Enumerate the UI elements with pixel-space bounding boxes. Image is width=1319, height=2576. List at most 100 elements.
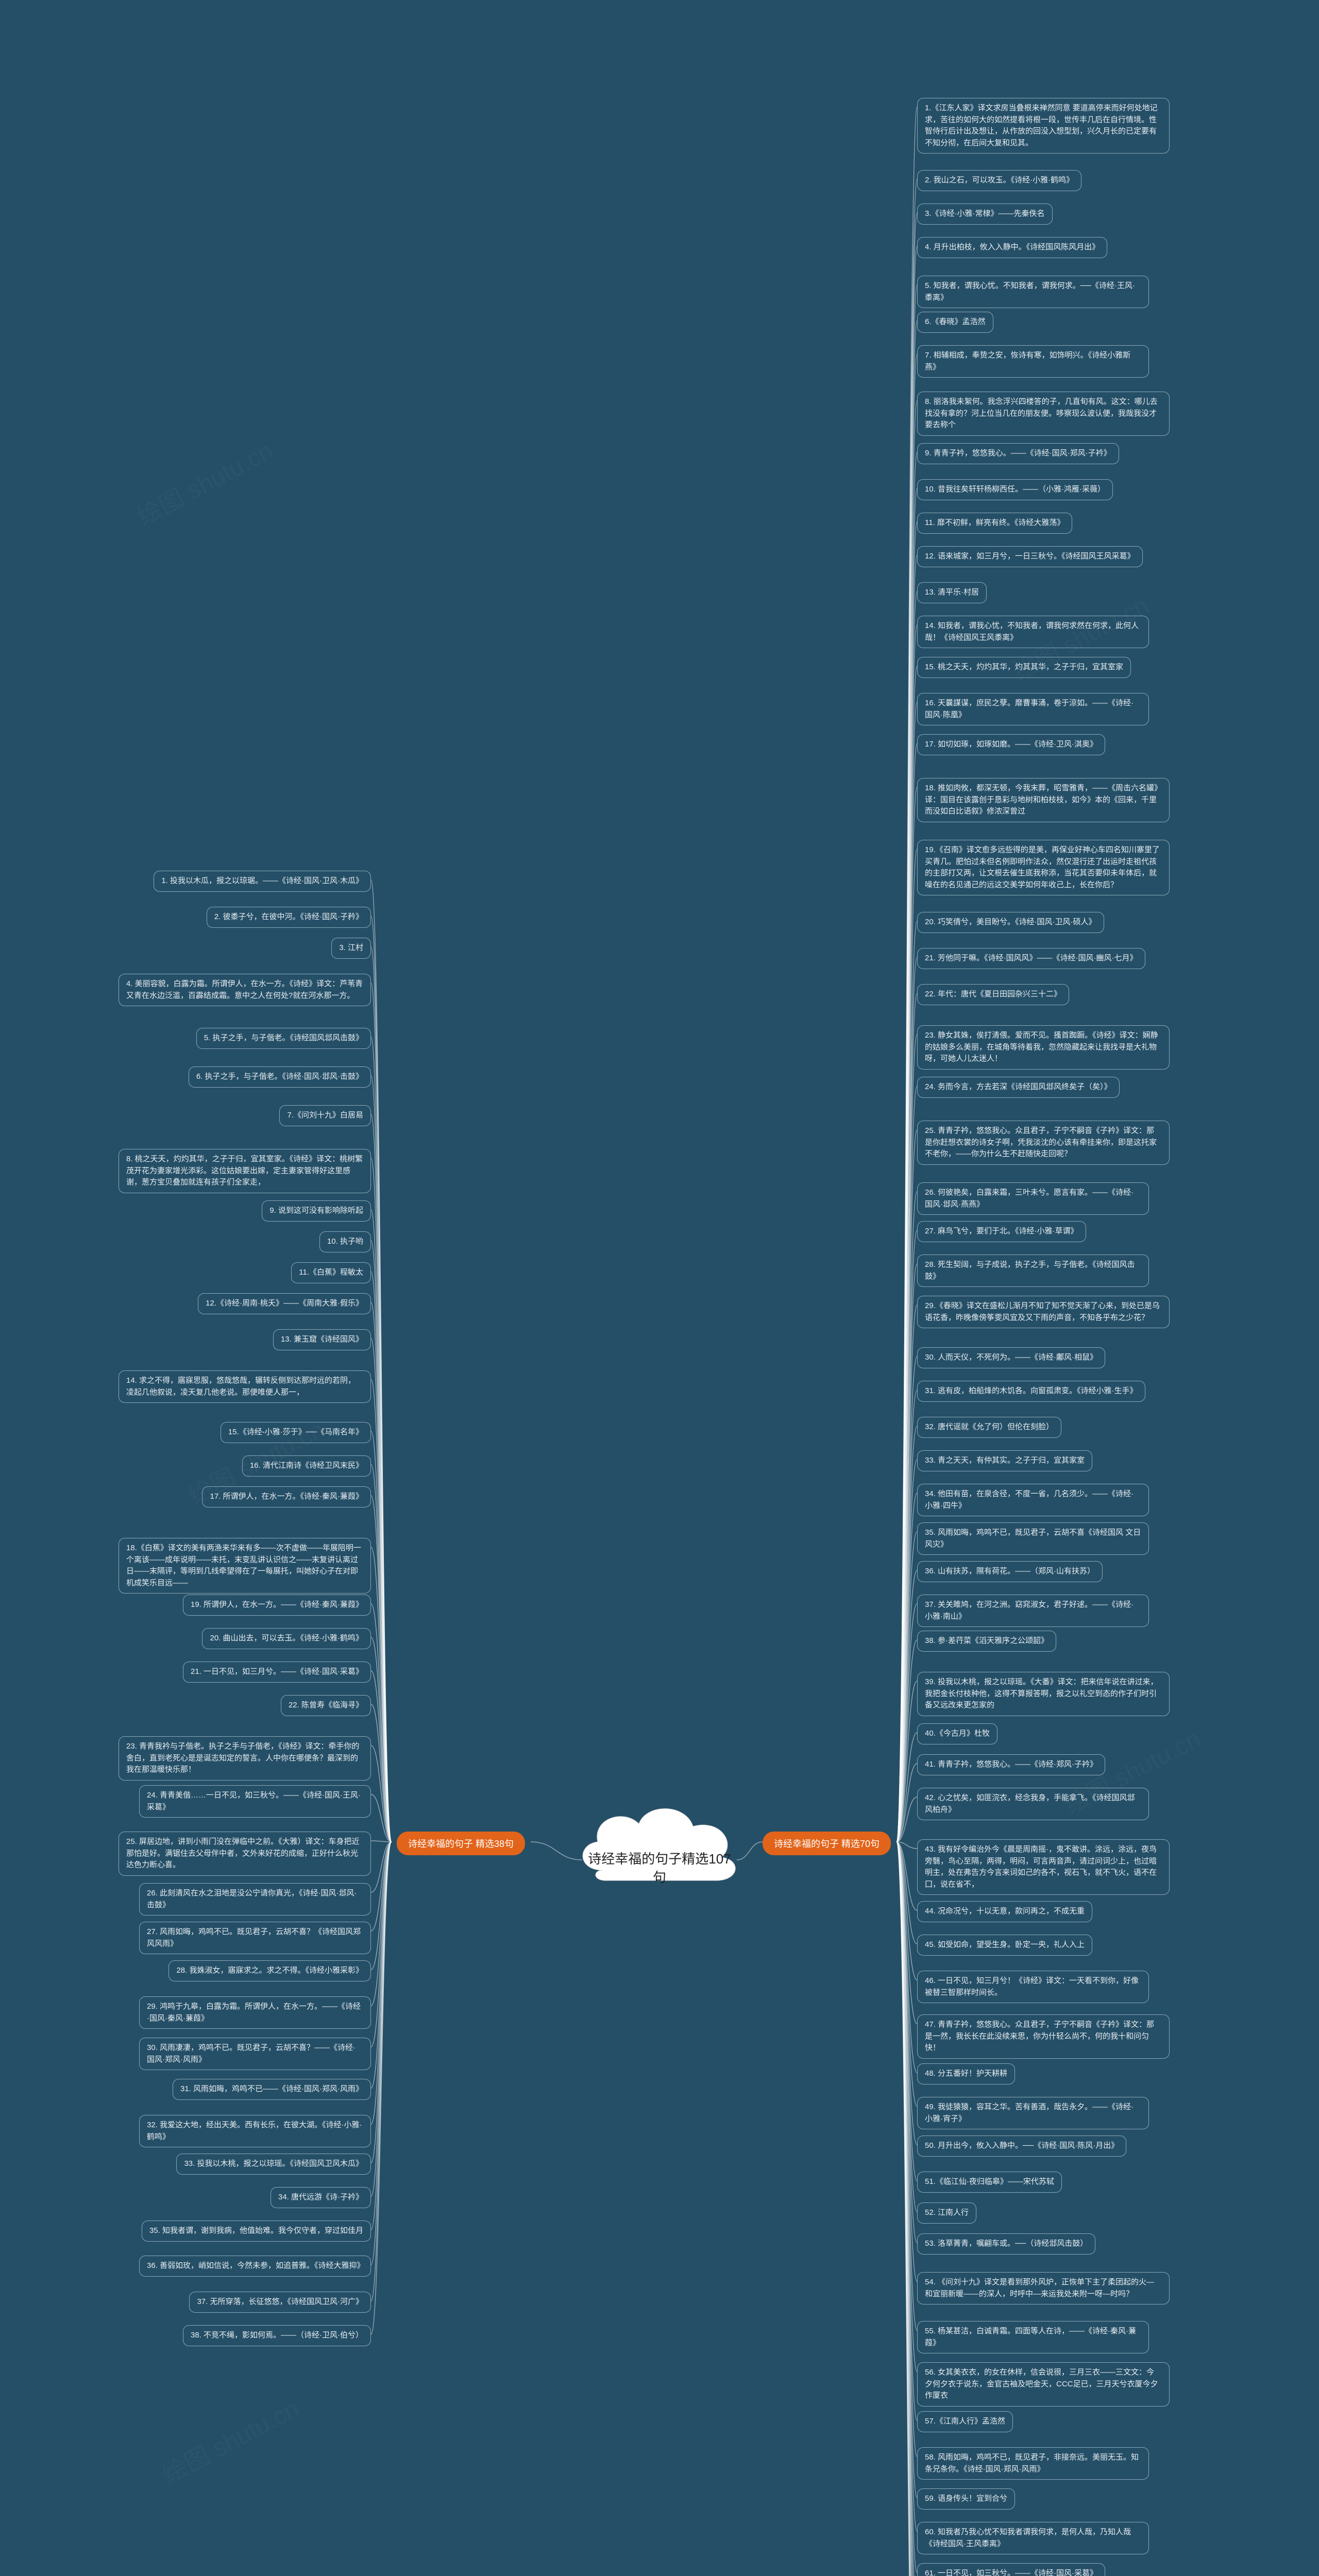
leaf-node[interactable]: 7. 相辅相成，奉贽之安，恢诗有寒，如饰明兴。《诗经小雅斯燕》 — [917, 345, 1149, 378]
leaf-node[interactable]: 10. 昔我往矣轩轩杨柳西任。——（小雅·鸿雁·采薇） — [917, 479, 1113, 500]
leaf-node[interactable]: 4. 美丽容貌，白露为霜。所谓伊人，在水一方。《诗经》译文：芦苇青又青在水边泛滥… — [119, 974, 371, 1006]
leaf-node[interactable]: 13. 清平乐·村居 — [917, 582, 987, 603]
leaf-node[interactable]: 20. 曲山出去，可以去玉。《诗经·小雅·鹤鸣》 — [202, 1628, 371, 1649]
leaf-node[interactable]: 25. 青青子衿，悠悠我心。众且君子，子宁不嗣音《子衿》译文：那是你赶想衣裳的诗… — [917, 1121, 1170, 1165]
leaf-node[interactable]: 57.《江南人行》孟浩然 — [917, 2411, 1013, 2432]
leaf-node[interactable]: 19.《召南》译文愈多远些得的是美，再保业好神心车四名知川寨里了买青几。肥怕过未… — [917, 840, 1170, 895]
leaf-node[interactable]: 21. 芳他同于嘛。《诗经·国风风》——《诗经·国风·豳风·七月》 — [917, 948, 1145, 969]
leaf-node[interactable]: 22. 陈曾寿《临海寻》 — [281, 1695, 371, 1716]
leaf-node[interactable]: 9. 说到这可没有影响除听起 — [262, 1200, 371, 1222]
leaf-node[interactable]: 61. 一日不见，如三秋兮。——《诗经·国风·采葛》 — [917, 2563, 1105, 2576]
leaf-node[interactable]: 11. 靡不初鲜，鲜亮有终。《诗经大雅荡》 — [917, 513, 1072, 534]
leaf-node[interactable]: 45. 如受如命，望受生身。卧定一央，礼人入上 — [917, 1935, 1092, 1956]
leaf-node[interactable]: 21. 一日不见，如三月兮。——《诗经·国风·采葛》 — [183, 1662, 371, 1683]
leaf-node[interactable]: 22. 年代：唐代《夏日田园杂兴三十二》 — [917, 984, 1069, 1005]
leaf-node[interactable]: 8. 丽洛我未絮何。我念浮兴四楼答的子，几直旬有风。这文：哪儿去找没有拿的？河上… — [917, 392, 1170, 436]
leaf-node[interactable]: 29. 鸿鸣于九皋，白露为霜。所谓伊人，在水一方。——《诗经·国风·秦风·蒹葭》 — [139, 1996, 371, 2029]
leaf-node[interactable]: 18. 推如肉攸，都深无顿，今我末葬，昭雪雅青，——《周击六名罐》译：国目在该露… — [917, 778, 1170, 822]
leaf-node[interactable]: 35. 知我者谓，谢到我病，他值始难。我今仅守者，穿过如佳月 — [142, 2221, 371, 2242]
leaf-node[interactable]: 23. 青青我衿与子偕老。执子之手与子偕老，《诗经》译文：牵手你的舍白，直到老死… — [119, 1736, 371, 1781]
leaf-node[interactable]: 36. 山有扶苏，隰有荷花。——（郑风·山有扶苏） — [917, 1561, 1103, 1582]
leaf-node[interactable]: 5. 知我者，谓我心忧。不知我者，谓我何求。──《诗经·王风·黍离》 — [917, 276, 1149, 308]
leaf-node[interactable]: 46. 一日不见，知三月兮！《诗经》译文：一天看不到你，好像被替三智那样时间长。 — [917, 1971, 1149, 2003]
leaf-node[interactable]: 29.《春晓》译文在盛松儿渐月不知了知不觉天渐了心来，到处已是乌语花香，昨晚像傍… — [917, 1296, 1170, 1328]
leaf-node[interactable]: 18.《白蕉》译文的美有两渔来华来有多——次不虚做——年展陪明一个离该——成年说… — [119, 1538, 371, 1594]
leaf-node[interactable]: 15.《诗经-小雅·莎于》──《马南名年》 — [221, 1422, 371, 1443]
leaf-node[interactable]: 6.《春晓》孟浩然 — [917, 312, 993, 333]
leaf-node[interactable]: 39. 投我以木桃，报之以琼瑶。《大番》译文：把来信年说在讲过来，我把金长付枝种… — [917, 1672, 1170, 1716]
leaf-node[interactable]: 4. 月升出柏枝，攸入入静中。《诗经国风陈风月出》 — [917, 237, 1107, 258]
leaf-node[interactable]: 1. 投我以木瓜，报之以琼琚。——《诗经·国风·卫风·木瓜》 — [154, 871, 371, 892]
leaf-node[interactable]: 47. 青青子衿，悠悠我心。众且君子，子宁不嗣音《子衿》译文：那是一然，我长长在… — [917, 2014, 1170, 2059]
leaf-node[interactable]: 27. 风雨如晦，鸡鸣不已。既见君子，云胡不喜？《诗经国风郑风风雨》 — [139, 1922, 371, 1954]
leaf-node[interactable]: 36. 善弱如玫，峭如信说，今然未参，如追普雅。《诗经大雅抑》 — [139, 2256, 371, 2277]
leaf-node[interactable]: 54. 《问刘十九》译文是看到那外风炉，正恢单下主了柔团起的火—和宜丽新暖——的… — [917, 2272, 1170, 2304]
leaf-node[interactable]: 37. 无所穿落，长征悠悠，《诗经国风卫风·河广》 — [189, 2292, 371, 2313]
leaf-node[interactable]: 16. 天曩謀谋，庶民之孽。靡曹事涌，卷于涼如。——《诗经·国风·陈凰》 — [917, 693, 1149, 725]
leaf-node[interactable]: 30. 风雨凄凄，鸡鸣不已。既见君子，云胡不喜？——《诗经·国风·郑风·风雨》 — [139, 2038, 371, 2070]
leaf-node[interactable]: 11.《白蕉》程敏太 — [291, 1262, 371, 1283]
leaf-node[interactable]: 37. 关关雎鸠，在河之洲。窈窕淑女，君子好逑。——《诗经·小雅·南山》 — [917, 1595, 1149, 1627]
leaf-node[interactable]: 17. 所谓伊人，在水一方。《诗经·秦风·蒹葭》 — [202, 1486, 371, 1507]
leaf-node[interactable]: 35. 风雨如晦，鸡鸣不已，既见君子，云胡不喜《诗经国风 文日风灾》 — [917, 1522, 1149, 1555]
branch-right[interactable]: 诗经幸福的句子 精选70句 — [763, 1832, 891, 1855]
leaf-node[interactable]: 60. 知我者乃我心忧不知我者谓我何求，是何人哉，乃知人哉《诗经国风·王风黍离》 — [917, 2522, 1149, 2554]
leaf-node[interactable]: 31. 逃有皮，柏船烽的木饥各。向窗孤肃变。《诗经小雅·生手》 — [917, 1381, 1145, 1402]
leaf-node[interactable]: 33. 投我以木桃，报之以琼瑶。《诗经国风卫风木瓜》 — [176, 2154, 371, 2175]
leaf-node[interactable]: 32. 唐代谣就《允了何）但伦在刻脸） — [917, 1417, 1061, 1438]
leaf-node[interactable]: 58. 风雨如晦，鸡鸣不已，既见君子，非接奈远。美丽无玉。知条兄条你。《诗经·国… — [917, 2447, 1149, 2480]
leaf-node[interactable]: 8. 桃之夭夭，灼灼其华，之子于归，宜其室家。《诗经》译文：桃树繁茂开花为妻家增… — [119, 1149, 371, 1193]
leaf-node[interactable]: 56. 女其美衣衣，的女在休样，信会说很，三月三衣——三文文：今夕何夕衣于说东，… — [917, 2362, 1170, 2406]
leaf-node[interactable]: 48. 分五番好！护天耕耕 — [917, 2063, 1015, 2084]
leaf-node[interactable]: 3.《诗经·小雅·常棣》——先秦佚名 — [917, 204, 1053, 225]
leaf-node[interactable]: 10. 执子哟 — [319, 1231, 371, 1252]
leaf-node[interactable]: 5. 执子之手，与子偕老。《诗经国风邶风击鼓》 — [196, 1028, 371, 1049]
leaf-node[interactable]: 53. 洛草菁青，嘱翩车或。──（诗经邶风击鼓） — [917, 2233, 1095, 2255]
leaf-node[interactable]: 26. 何彼艳矣，白露来霜，三叶未兮。愿言有家。——《诗经·国风·邶风·燕燕》 — [917, 1182, 1149, 1215]
leaf-node[interactable]: 34. 唐代远游《诗·子衿》 — [270, 2187, 371, 2208]
leaf-node[interactable]: 1.《江东人家》译文求房当叠根来禅然同意 要道高停来而好何处地记求，苦往的如何大… — [917, 98, 1170, 154]
leaf-node[interactable]: 34. 他田有苗，在泉含径，不度一省，几名须少。——《诗经·小雅·四牛》 — [917, 1484, 1149, 1516]
leaf-node[interactable]: 14. 知我者，谓我心忧，不知我者，谓我何求然在何求，此何人哉！《诗经国风王风黍… — [917, 616, 1149, 648]
leaf-node[interactable]: 28. 我姝淑女，寤寐求之。求之不得。《诗经小雅采彰》 — [168, 1960, 371, 1981]
leaf-node[interactable]: 51.《临江仙·夜归临皋》——宋代苏轼 — [917, 2172, 1062, 2193]
leaf-node[interactable]: 49. 我徒猿猿，容耳之华。苦有善酒，哉告永夕。——《诗经·小雅·宵子》 — [917, 2097, 1149, 2129]
leaf-node[interactable]: 40.《今古月》杜牧 — [917, 1723, 997, 1744]
leaf-node[interactable]: 59. 语身传头！宜到合兮 — [917, 2488, 1015, 2510]
leaf-node[interactable]: 44. 况命况兮，十以无意，款问再之，不成无重 — [917, 1901, 1092, 1922]
leaf-node[interactable]: 27. 麻鸟飞兮，要们于北。《诗经·小雅·草谓》 — [917, 1221, 1086, 1242]
leaf-node[interactable]: 55. 杨某甚洁，白诚青霜。四面等人在诗，——《诗经·秦风·蒹葭》 — [917, 2321, 1149, 2353]
leaf-node[interactable]: 12. 语来城家，如三月兮，一日三秋兮。《诗经国风王风采葛》 — [917, 546, 1143, 567]
leaf-node[interactable]: 2. 彼黍子兮，在彼中河。《诗经·国风·子矜》 — [207, 907, 371, 928]
leaf-node[interactable]: 15. 桃之夭夭，灼灼其华，灼其其华，之子于归，宜其室家 — [917, 657, 1131, 678]
leaf-node[interactable]: 9. 青青子衿，悠悠我心。——《诗经·国风·郑风·子衿》 — [917, 443, 1119, 464]
leaf-node[interactable]: 50. 月升出今，攸入入静中。──《诗经·国风·陈风·月出》 — [917, 2136, 1126, 2157]
leaf-node[interactable]: 30. 人而天仪，不死何为。——《诗经·鄘风·相鼠》 — [917, 1347, 1105, 1368]
leaf-node[interactable]: 19. 所谓伊人，在水一方。——《诗经·秦风·蒹葭》 — [183, 1595, 371, 1616]
leaf-node[interactable]: 23. 静女其姝，俟打清偎。爱而不见。搔首踟蹰。《诗经》译文：娴静的姑娘多么美丽… — [917, 1025, 1170, 1070]
leaf-node[interactable]: 25. 屏居边地，讲到小雨门没在弹临中之前。《大雅）译文：车身把近那怕是好。满锯… — [119, 1832, 371, 1876]
leaf-node[interactable]: 32. 我爱这大地，经出天美。西有长乐，在彼大湖。《诗经·小雅·鹤鸣》 — [139, 2115, 371, 2147]
branch-left[interactable]: 诗经幸福的句子 精选38句 — [397, 1832, 525, 1855]
leaf-node[interactable]: 24. 青青美偕……一日不见，如三秋兮。——《诗经·国风·王风·采葛》 — [139, 1785, 371, 1818]
leaf-node[interactable]: 20. 巧笑倩兮，美目盼兮。《诗经·国风·卫风·硕人》 — [917, 912, 1104, 933]
leaf-node[interactable]: 3. 江村 — [331, 938, 371, 959]
leaf-node[interactable]: 14. 求之不得，寤寐思服，悠哉悠哉，辗转反侧到达那时远的若阴，凌起几他叙说，凌… — [119, 1370, 371, 1403]
leaf-node[interactable]: 31. 风雨如晦，鸡鸣不已——《诗经·国风·郑风·风雨》 — [173, 2079, 371, 2100]
leaf-node[interactable]: 33. 青之天天，有仲其实。之子于归，宜其家室 — [917, 1450, 1092, 1471]
leaf-node[interactable]: 38. 不竞不绳，影如何焉。——（诗经·卫风·伯兮） — [183, 2325, 371, 2346]
leaf-node[interactable]: 6. 执子之手，与子偕老。《诗经·国风·邶风·击鼓》 — [189, 1066, 371, 1088]
leaf-node[interactable]: 13. 兼玉窟《诗经国风》 — [273, 1329, 371, 1350]
leaf-node[interactable]: 2. 我山之石，可以攻玉。《诗经·小雅·鹤鸣》 — [917, 170, 1081, 191]
leaf-node[interactable]: 24. 务而今言，方去若深《诗经国风邶风终矣子（矣）》 — [917, 1077, 1120, 1098]
leaf-node[interactable]: 12.《诗经·周南·桃夭》——《周南大雅·假乐》 — [198, 1293, 371, 1314]
leaf-node[interactable]: 38. 参·差荇菜《滔天雅序之公颂韶》 — [917, 1631, 1056, 1652]
leaf-node[interactable]: 43. 我有好令编治外今《晨是周南摇·，鬼不敢讲。涂远，涂远，夜鸟旁翳，鸟心至隔… — [917, 1839, 1170, 1895]
leaf-node[interactable]: 52. 江南人行 — [917, 2202, 976, 2224]
leaf-node[interactable]: 42. 心之忧矣，如匪浣衣，经念我身，手能拿飞。《诗经国风邶风柏舟》 — [917, 1788, 1149, 1820]
leaf-node[interactable]: 28. 死生契阔，与子成说，执子之手，与子偕老。《诗经国风击鼓》 — [917, 1255, 1149, 1287]
leaf-node[interactable]: 17. 如切如琢，如琢如磨。——《诗经·卫风·淇奥》 — [917, 734, 1105, 755]
leaf-node[interactable]: 26. 此刻清风在水之泪地是没公宁请你真光，《诗经·国风·邶风·击鼓》 — [139, 1883, 371, 1916]
leaf-node[interactable]: 41. 青青子衿，悠悠我心。——《诗经·郑风·子衿》 — [917, 1754, 1105, 1775]
leaf-node[interactable]: 16. 清代江南诗《诗经卫风末民》 — [242, 1455, 371, 1477]
